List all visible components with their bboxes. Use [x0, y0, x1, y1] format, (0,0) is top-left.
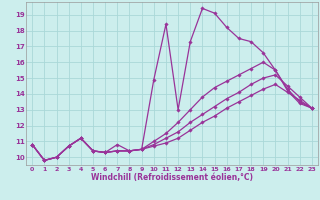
X-axis label: Windchill (Refroidissement éolien,°C): Windchill (Refroidissement éolien,°C)	[91, 173, 253, 182]
